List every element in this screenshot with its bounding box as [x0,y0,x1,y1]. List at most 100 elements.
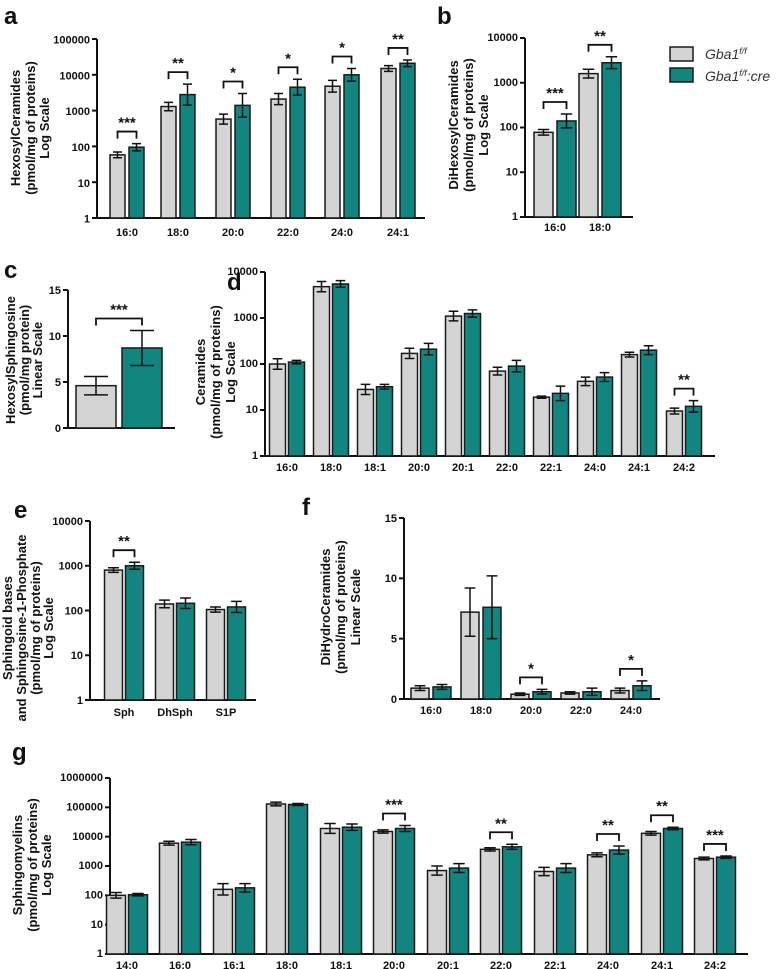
error-bar [272,358,283,370]
x-tick-label: 20:1 [437,960,459,969]
error-bar [484,846,496,852]
y-axis-label: (pmol/mg of proteins) [461,58,476,192]
y-axis-label: (pmol/mg of proteins) [25,798,40,932]
bar-cre [343,74,360,219]
bar-control [533,870,555,955]
legend-swatch-cre [669,67,694,83]
x-tick-label: 16:0 [169,960,191,969]
legend-label-base: Gba1 [705,68,739,84]
legend-label-control: Gba1f/f [705,46,748,62]
y-tick-label: 15 [49,285,61,297]
y-tick-label: 100 [72,142,90,154]
y-axis-label: Linear Scale [348,569,363,646]
bar-control [640,832,662,955]
error-bar [328,79,337,93]
bar-control [693,857,715,955]
error-bar [159,599,170,609]
bar-control [109,154,126,219]
significance-bracket [650,814,674,823]
error-bar [448,310,459,322]
y-tick-label: 1 [84,214,90,226]
significance-label: ** [678,372,690,389]
y-tick-label: 5 [55,377,61,389]
error-bar [486,575,498,640]
y-tick-label: 10000 [72,831,103,843]
x-tick-label: 22:0 [496,462,518,474]
significance-label: ** [392,31,404,48]
error-bar [605,56,618,70]
bar-control [154,603,175,701]
significance-label: ** [495,815,507,832]
y-axis-label: HexosylSphingosine [3,296,18,424]
y-axis-label: Sphingoid bases [0,576,15,680]
x-tick-label: 18:0 [589,222,611,234]
x-tick-label: 16:0 [420,705,442,717]
significance-label: ** [118,533,130,550]
bar-control [265,803,287,955]
bar-control [215,118,232,219]
y-tick-label: 0 [55,423,61,435]
error-bar [624,351,635,358]
error-bar [645,830,657,836]
x-tick-label: 22:0 [277,227,299,239]
bar-cre [234,887,256,955]
bar-cre [331,283,350,457]
bar-control [205,608,226,701]
error-bar [492,366,503,376]
error-bar [210,606,221,613]
y-tick-label: 10 [71,650,83,662]
bar-cre [226,606,247,701]
x-tick-label: 24:1 [628,462,650,474]
y-axis-label: (pmol/mg of proteins) [28,561,43,695]
bar-control [268,363,287,457]
x-tick-label: 16:1 [223,960,245,969]
panel-letter: b [437,3,452,30]
significance-label: ** [594,28,606,45]
y-tick-label: 100000 [66,801,103,813]
y-axis-label: HexosylCeramides [8,70,23,186]
error-bar [643,344,654,356]
error-bar [537,128,550,136]
y-tick-label: 10000 [52,516,83,528]
x-tick-label: 20:0 [408,462,430,474]
bar-control [620,353,639,457]
error-bar [431,865,443,876]
error-bar [614,687,626,694]
x-tick-label: 16:0 [544,222,566,234]
bar-cre [501,846,523,955]
error-bar [720,855,732,860]
significance-bracket [596,833,620,842]
bar-control [578,72,599,218]
error-bar [555,385,566,402]
error-bar [231,600,242,614]
bar-control [319,827,341,955]
x-tick-label: 24:0 [597,960,619,969]
x-tick-label: 24:0 [331,227,353,239]
y-tick-label: 1000 [79,860,103,872]
significance-label: * [628,652,634,669]
bar-cre [463,312,482,457]
y-tick-label: 15 [385,513,397,525]
error-bar [580,376,591,387]
y-axis-label: Log Scale [37,97,52,158]
x-tick-label: 22:1 [544,960,566,969]
error-bar [347,67,356,82]
x-tick-label: 20:0 [520,705,542,717]
error-bar [582,68,595,79]
bar-cre [175,602,196,701]
panel-a: a HexosylCeramides (pmol/mg of proteins) Lo… [4,3,425,239]
y-axis-label: and Sphingosine-1-Phosphate [14,534,29,721]
x-tick-label: 24:2 [673,462,695,474]
significance-label: *** [546,85,564,102]
error-bar [129,561,140,571]
y-axis-label: (pmol/mg protein) [17,305,32,416]
x-tick-label: 22:0 [490,960,512,969]
error-bar [467,309,478,318]
error-bar [538,866,550,877]
bar-cre [715,856,737,955]
error-bar [464,587,476,638]
panel-letter: c [4,257,17,284]
bar-cre [287,803,309,955]
significance-bracket [167,71,189,80]
error-bar [84,375,108,396]
